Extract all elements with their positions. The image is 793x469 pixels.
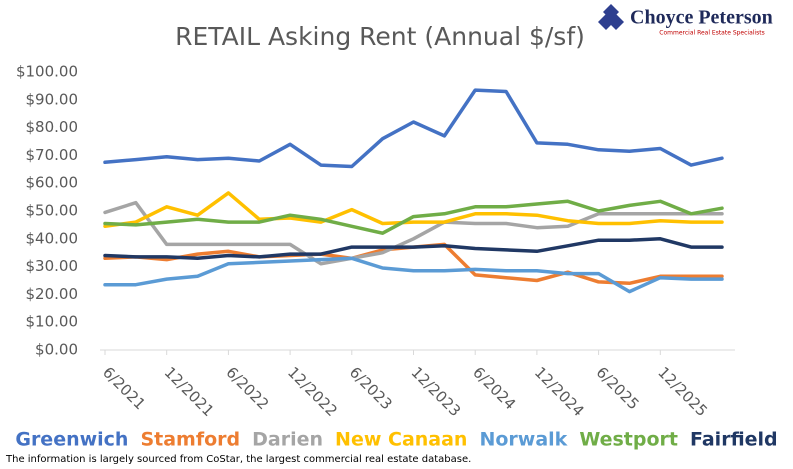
legend-entry: Fairfield (690, 429, 778, 451)
logo: Choyce Peterson Commercial Real Estate S… (598, 4, 773, 37)
legend-entry: Greenwich (15, 429, 128, 451)
legend-entry: Norwalk (479, 429, 567, 451)
chart-title: RETAIL Asking Rent (Annual $/sf) (175, 22, 585, 51)
footnote: The information is largely sourced from … (5, 454, 471, 465)
series-line (103, 199, 724, 235)
y-tick-label: $10.00 (26, 313, 79, 331)
y-tick-label: $0.00 (35, 341, 78, 359)
series-line (103, 200, 724, 266)
legend-entry: Westport (579, 429, 678, 451)
y-tick-label: $70.00 (26, 146, 79, 164)
y-tick-label: $40.00 (26, 229, 79, 247)
legend-entry: Stamford (140, 429, 240, 451)
y-tick-label: $80.00 (26, 118, 79, 136)
series-line (103, 88, 724, 169)
series-line (103, 191, 724, 229)
series-line (103, 256, 724, 294)
logo-tagline: Commercial Real Estate Specialists (659, 30, 764, 37)
legend-entry: New Canaan (335, 429, 467, 451)
y-tick-label: $90.00 (26, 90, 79, 108)
y-tick-label: $100.00 (16, 63, 78, 81)
y-tick-label: $60.00 (26, 174, 79, 192)
y-tick-label: $20.00 (26, 285, 79, 303)
logo-name: Choyce Peterson (630, 7, 773, 29)
legend-entry: Darien (252, 429, 323, 451)
y-tick-label: $30.00 (26, 257, 79, 275)
logo-icon (598, 4, 624, 30)
y-tick-label: $50.00 (26, 202, 79, 220)
series-line (103, 237, 724, 261)
